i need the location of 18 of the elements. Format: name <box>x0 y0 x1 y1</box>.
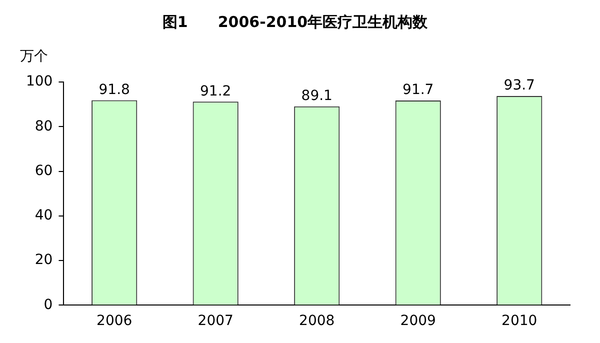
chart-title: 图1 2006-2010年医疗卫生机构数 <box>162 12 429 31</box>
y-axis-title: 万个 <box>20 48 48 65</box>
y-tick-label: 80 <box>34 118 53 134</box>
y-tick-label: 100 <box>26 74 53 90</box>
data-label: 89.1 <box>301 88 332 104</box>
x-tick-label: 2010 <box>502 313 538 330</box>
y-tick-label: 20 <box>34 252 53 268</box>
y-tick-label: 40 <box>34 208 53 224</box>
data-label: 91.2 <box>200 83 232 100</box>
data-label: 91.8 <box>98 82 130 98</box>
y-tick-label: 0 <box>44 296 53 313</box>
y-tick-label: 60 <box>34 162 53 179</box>
x-tick-label: 2007 <box>198 313 234 330</box>
x-tick-label: 2006 <box>96 313 132 330</box>
x-tick-label: 2008 <box>299 313 335 330</box>
data-label: 93.7 <box>504 78 535 94</box>
x-tick-label: 2009 <box>400 313 436 330</box>
data-label: 91.7 <box>402 82 434 98</box>
